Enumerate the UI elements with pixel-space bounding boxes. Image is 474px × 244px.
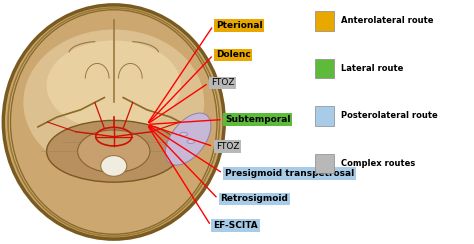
Ellipse shape — [3, 5, 224, 239]
FancyBboxPatch shape — [315, 106, 334, 126]
Ellipse shape — [46, 41, 181, 130]
FancyBboxPatch shape — [315, 59, 334, 78]
Ellipse shape — [10, 10, 217, 234]
Text: Subtemporal: Subtemporal — [225, 115, 291, 124]
Text: Retrosigmoid: Retrosigmoid — [220, 194, 288, 203]
Ellipse shape — [165, 113, 211, 165]
Text: EF-SCITA: EF-SCITA — [213, 221, 258, 230]
Text: Lateral route: Lateral route — [341, 64, 404, 73]
Ellipse shape — [46, 120, 181, 182]
Ellipse shape — [100, 156, 127, 176]
Text: FTOZ: FTOZ — [211, 79, 235, 87]
FancyBboxPatch shape — [315, 154, 334, 173]
Circle shape — [180, 132, 188, 136]
Text: Posterolateral route: Posterolateral route — [341, 112, 438, 120]
FancyBboxPatch shape — [315, 11, 334, 30]
Text: Anterolateral route: Anterolateral route — [341, 16, 434, 25]
Circle shape — [187, 140, 195, 143]
Text: Complex routes: Complex routes — [341, 159, 416, 168]
Ellipse shape — [23, 30, 204, 175]
Text: FTOZ: FTOZ — [216, 142, 239, 151]
Ellipse shape — [8, 8, 219, 236]
Ellipse shape — [78, 130, 150, 173]
Text: Dolenc: Dolenc — [216, 51, 250, 59]
Text: Presigmoid transpetrosal: Presigmoid transpetrosal — [225, 169, 355, 178]
Text: Pterional: Pterional — [216, 21, 262, 30]
